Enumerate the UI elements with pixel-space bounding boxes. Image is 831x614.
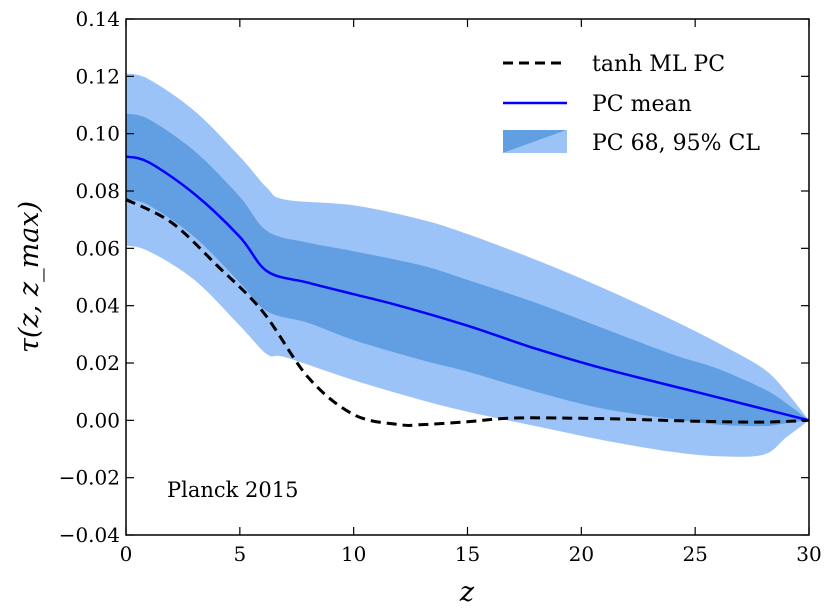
confidence-bands	[126, 73, 809, 457]
x-tick-label: 0	[120, 542, 133, 566]
axis-ticks	[125, 18, 810, 536]
legend-label-band: PC 68, 95% CL	[592, 131, 760, 156]
y-tick-label: 0.14	[75, 7, 120, 31]
y-tick-label: −0.02	[59, 466, 120, 490]
legend-label-pc-mean: PC mean	[592, 92, 692, 117]
y-tick-label: 0.08	[75, 179, 120, 203]
x-tick-label: 30	[796, 542, 821, 566]
x-tick-label: 15	[455, 542, 480, 566]
y-tick-label: −0.04	[59, 523, 120, 547]
tick-labels: 0 5 10 15 20 25 30 −0.04 −0.02 0.00 0.02 0.04 0.06 0.…	[59, 7, 822, 566]
x-tick-label: 20	[569, 542, 594, 566]
y-tick-label: 0.10	[75, 122, 120, 146]
x-tick-label: 25	[682, 542, 707, 566]
legend: tanh ML PC PC mean PC 68, 95% CL	[503, 52, 760, 156]
y-axis-label: τ(z, z_max)	[14, 201, 45, 353]
x-tick-label: 10	[341, 542, 366, 566]
series-line-tanh-ml-pc	[125, 198, 810, 427]
planck-annotation: Planck 2015	[167, 478, 299, 502]
y-tick-label: 0.12	[75, 64, 120, 88]
y-tick-label: 0.06	[75, 236, 120, 260]
x-tick-label: 5	[233, 542, 246, 566]
legend-label-tanh: tanh ML PC	[592, 52, 725, 77]
y-tick-label: 0.04	[75, 294, 120, 318]
band-68	[126, 113, 809, 427]
legend-swatch-band-95	[503, 130, 567, 153]
y-tick-label: 0.00	[75, 408, 120, 432]
series-line-pc-mean	[125, 155, 810, 422]
x-axis-label: z	[459, 577, 475, 608]
series-lines	[125, 155, 810, 427]
y-tick-label: 0.02	[75, 351, 120, 375]
